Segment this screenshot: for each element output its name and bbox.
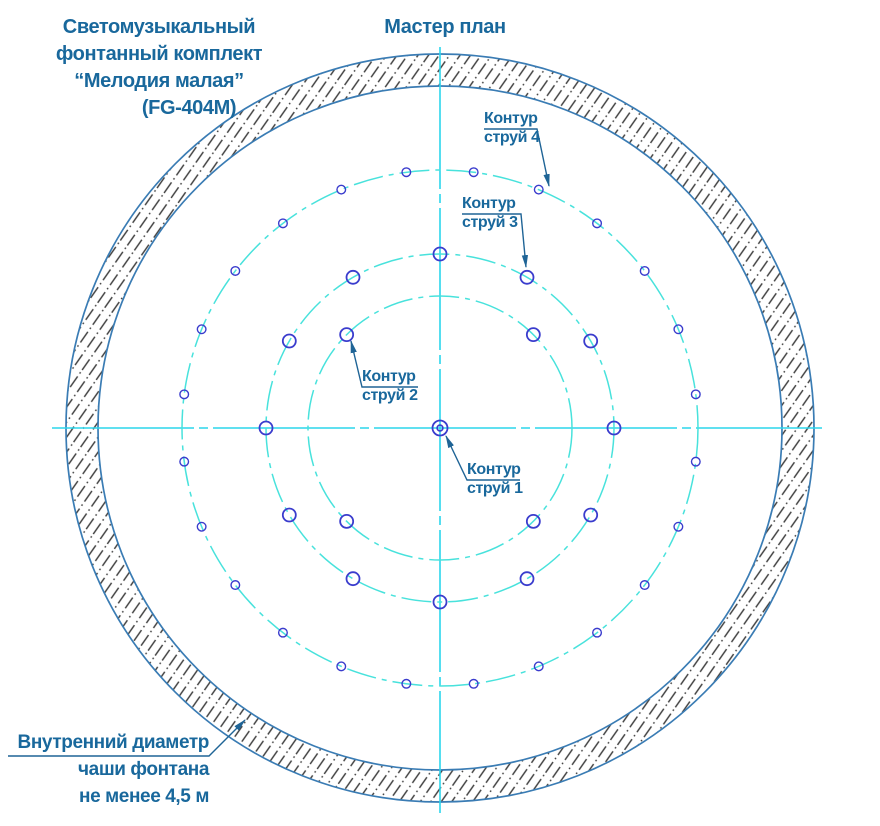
nozzle-center-inner [436,424,444,432]
nozzle-contour-4 [196,324,207,335]
contour-circle-2 [307,295,573,561]
leader-contour-4 [484,128,550,188]
nozzle-contour-4 [690,456,701,467]
label-contour-2-line-1: Контур [362,368,416,385]
nozzle-contour-4 [533,184,544,195]
label-bowl-diameter: Внутренний диаметр чаши фонтана не менее… [0,729,210,810]
label-contour-4-line-2: струй 4 [484,129,540,146]
label-contour-1: Контур струй 1 [467,460,523,498]
nozzle-contour-3 [519,571,535,587]
nozzle-contour-4 [401,678,412,689]
label-contour-3-line-1: Контур [462,195,516,212]
nozzle-contour-4 [336,661,347,672]
leader-contour-3 [462,213,529,269]
label-bowl-diameter-line-2: чаши фонтана [78,759,209,780]
nozzle-contour-4 [673,521,684,532]
nozzle-contour-4 [592,218,603,229]
nozzle-contour-4 [690,389,701,400]
nozzle-contour-3 [432,246,448,262]
nozzle-contour-3 [519,269,535,285]
label-contour-2-line-2: струй 2 [362,387,418,404]
nozzle-contour-3 [583,333,599,349]
plan-title: Мастер план [384,16,506,38]
nozzle-contour-4 [639,580,650,591]
nozzle-contour-4 [468,678,479,689]
nozzle-contour-4 [592,627,603,638]
nozzle-contour-4 [673,324,684,335]
nozzle-contour-4 [230,580,241,591]
nozzle-contour-3 [345,571,361,587]
label-bowl-diameter-line-3: не менее 4,5 м [79,786,209,807]
kit-title-line-3: “Мелодия малая” [74,70,244,92]
nozzle-contour-4 [179,456,190,467]
label-contour-4-line-1: Контур [484,110,538,127]
label-contour-3-line-2: струй 3 [462,214,518,231]
contour-circle-3 [265,253,615,603]
nozzle-contour-2 [339,513,355,529]
nozzle-contour-4 [277,627,288,638]
leaders-layer [8,128,550,757]
nozzle-contour-4 [196,521,207,532]
nozzle-contour-2 [339,327,355,343]
nozzle-contour-3 [583,507,599,523]
nozzle-contour-4 [277,218,288,229]
leader-contour-1 [445,435,520,481]
nozzle-contour-3 [281,507,297,523]
label-contour-1-line-2: струй 1 [467,480,523,497]
label-contour-4: Контур струй 4 [484,109,540,147]
nozzle-contour-4 [401,167,412,178]
nozzle-contour-2 [525,513,541,529]
label-contour-2: Контур струй 2 [362,367,418,405]
nozzle-contour-4 [639,265,650,276]
label-bowl-diameter-line-1: Внутренний диаметр [17,732,210,753]
nozzle-contour-4 [468,167,479,178]
nozzle-contour-4 [230,265,241,276]
nozzle-contour-4 [533,661,544,672]
jet-contours-layer [181,169,699,687]
kit-title-line-4: (FG-404M) [141,97,237,119]
label-contour-3: Контур струй 3 [462,194,518,232]
nozzle-contour-2 [525,327,541,343]
nozzle-contour-3 [606,420,622,436]
nozzle-contour-3 [258,420,274,436]
nozzle-contour-3 [345,269,361,285]
contour-circle-4 [181,169,699,687]
leader-bowl-diameter [8,719,246,757]
leader-contour-2 [350,339,418,388]
nozzle-contour-3 [432,594,448,610]
nozzle-contour-4 [179,389,190,400]
nozzle-contour-4 [336,184,347,195]
kit-title-line-1: Светомузыкальный [62,16,256,38]
nozzles-layer [179,167,701,689]
nozzle-contour-3 [281,333,297,349]
kit-title-line-2: фонтанный комплект [55,43,263,65]
kit-title-block: Светомузыкальный фонтанный комплект “Мел… [48,14,270,122]
label-contour-1-line-1: Контур [467,461,521,478]
nozzle-contour-1 [431,419,449,437]
